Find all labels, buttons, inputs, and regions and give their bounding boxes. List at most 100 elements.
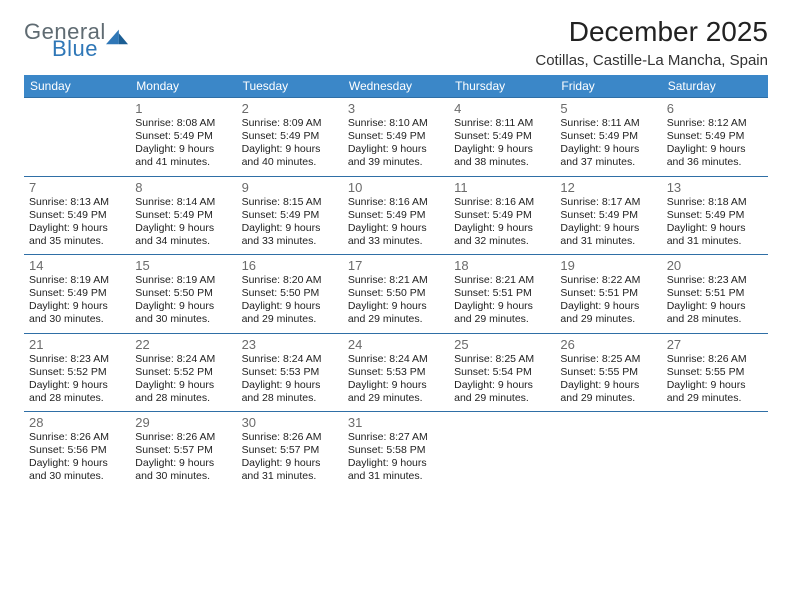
cell-line: Sunrise: 8:12 AM (667, 117, 763, 130)
cell-line: Sunrise: 8:13 AM (29, 196, 125, 209)
cell-line: Sunset: 5:50 PM (348, 287, 444, 300)
day-number: 10 (348, 180, 444, 195)
calendar-cell: 21Sunrise: 8:23 AMSunset: 5:52 PMDayligh… (24, 333, 130, 412)
calendar-page: General Blue December 2025 Cotillas, Cas… (0, 0, 792, 506)
day-number: 15 (135, 258, 231, 273)
cell-line: Sunset: 5:51 PM (454, 287, 550, 300)
calendar-cell: 14Sunrise: 8:19 AMSunset: 5:49 PMDayligh… (24, 255, 130, 334)
cell-line: Sunrise: 8:25 AM (454, 353, 550, 366)
cell-line: Sunset: 5:49 PM (135, 209, 231, 222)
cell-line: Sunset: 5:51 PM (560, 287, 656, 300)
cell-line: Sunset: 5:57 PM (135, 444, 231, 457)
cell-line: Sunrise: 8:19 AM (29, 274, 125, 287)
brand-line2: Blue (52, 39, 106, 60)
cell-line: and 36 minutes. (667, 156, 763, 169)
cell-line: and 33 minutes. (242, 235, 338, 248)
cell-line: and 30 minutes. (135, 470, 231, 483)
title-block: December 2025 Cotillas, Castille-La Manc… (535, 16, 768, 69)
cell-line: Sunrise: 8:20 AM (242, 274, 338, 287)
calendar-cell: 27Sunrise: 8:26 AMSunset: 5:55 PMDayligh… (662, 333, 768, 412)
cell-line: Sunrise: 8:09 AM (242, 117, 338, 130)
calendar-cell-empty (449, 412, 555, 490)
calendar-cell: 20Sunrise: 8:23 AMSunset: 5:51 PMDayligh… (662, 255, 768, 334)
cell-line: Sunset: 5:51 PM (667, 287, 763, 300)
calendar-row: 7Sunrise: 8:13 AMSunset: 5:49 PMDaylight… (24, 176, 768, 255)
cell-line: Daylight: 9 hours (667, 222, 763, 235)
table-head: SundayMondayTuesdayWednesdayThursdayFrid… (24, 75, 768, 98)
cell-line: Sunset: 5:56 PM (29, 444, 125, 457)
cell-line: Sunset: 5:49 PM (135, 130, 231, 143)
day-number: 25 (454, 337, 550, 352)
day-number: 27 (667, 337, 763, 352)
cell-line: Sunrise: 8:22 AM (560, 274, 656, 287)
cell-line: and 30 minutes. (135, 313, 231, 326)
calendar-cell: 31Sunrise: 8:27 AMSunset: 5:58 PMDayligh… (343, 412, 449, 490)
cell-line: Sunset: 5:49 PM (242, 209, 338, 222)
cell-line: Sunrise: 8:23 AM (667, 274, 763, 287)
cell-line: Daylight: 9 hours (29, 300, 125, 313)
logo-triangle-icon (106, 27, 128, 45)
cell-line: Sunrise: 8:26 AM (29, 431, 125, 444)
calendar-row: 14Sunrise: 8:19 AMSunset: 5:49 PMDayligh… (24, 255, 768, 334)
calendar-cell: 7Sunrise: 8:13 AMSunset: 5:49 PMDaylight… (24, 176, 130, 255)
calendar-row: 21Sunrise: 8:23 AMSunset: 5:52 PMDayligh… (24, 333, 768, 412)
cell-line: Sunrise: 8:08 AM (135, 117, 231, 130)
cell-line: Daylight: 9 hours (29, 379, 125, 392)
cell-line: and 38 minutes. (454, 156, 550, 169)
cell-line: and 29 minutes. (242, 313, 338, 326)
cell-line: Daylight: 9 hours (560, 300, 656, 313)
cell-line: Sunrise: 8:21 AM (348, 274, 444, 287)
cell-line: Sunrise: 8:26 AM (135, 431, 231, 444)
day-number: 13 (667, 180, 763, 195)
cell-line: Sunrise: 8:14 AM (135, 196, 231, 209)
cell-line: Sunrise: 8:24 AM (348, 353, 444, 366)
cell-line: Sunrise: 8:26 AM (242, 431, 338, 444)
calendar-cell: 17Sunrise: 8:21 AMSunset: 5:50 PMDayligh… (343, 255, 449, 334)
cell-line: and 28 minutes. (667, 313, 763, 326)
cell-line: Daylight: 9 hours (242, 143, 338, 156)
day-header: Friday (555, 75, 661, 98)
cell-line: and 28 minutes. (135, 392, 231, 405)
calendar-cell: 13Sunrise: 8:18 AMSunset: 5:49 PMDayligh… (662, 176, 768, 255)
day-number: 14 (29, 258, 125, 273)
cell-line: and 35 minutes. (29, 235, 125, 248)
cell-line: Sunset: 5:49 PM (667, 209, 763, 222)
cell-line: Sunset: 5:53 PM (348, 366, 444, 379)
day-header-row: SundayMondayTuesdayWednesdayThursdayFrid… (24, 75, 768, 98)
calendar-cell: 30Sunrise: 8:26 AMSunset: 5:57 PMDayligh… (237, 412, 343, 490)
cell-line: and 37 minutes. (560, 156, 656, 169)
day-number: 31 (348, 415, 444, 430)
day-number: 26 (560, 337, 656, 352)
cell-line: Daylight: 9 hours (348, 300, 444, 313)
cell-line: Daylight: 9 hours (667, 379, 763, 392)
cell-line: and 29 minutes. (560, 392, 656, 405)
cell-line: Sunrise: 8:24 AM (135, 353, 231, 366)
cell-line: Sunset: 5:49 PM (454, 209, 550, 222)
day-number: 4 (454, 101, 550, 116)
cell-line: and 31 minutes. (560, 235, 656, 248)
cell-line: Daylight: 9 hours (242, 300, 338, 313)
location-text: Cotillas, Castille-La Mancha, Spain (535, 52, 768, 69)
calendar-cell: 26Sunrise: 8:25 AMSunset: 5:55 PMDayligh… (555, 333, 661, 412)
day-number: 8 (135, 180, 231, 195)
cell-line: Daylight: 9 hours (667, 143, 763, 156)
calendar-cell: 19Sunrise: 8:22 AMSunset: 5:51 PMDayligh… (555, 255, 661, 334)
day-number: 24 (348, 337, 444, 352)
cell-line: and 40 minutes. (242, 156, 338, 169)
day-header: Thursday (449, 75, 555, 98)
cell-line: Sunrise: 8:19 AM (135, 274, 231, 287)
calendar-cell: 12Sunrise: 8:17 AMSunset: 5:49 PMDayligh… (555, 176, 661, 255)
calendar-cell: 8Sunrise: 8:14 AMSunset: 5:49 PMDaylight… (130, 176, 236, 255)
cell-line: Daylight: 9 hours (667, 300, 763, 313)
cell-line: Daylight: 9 hours (560, 143, 656, 156)
calendar-cell: 3Sunrise: 8:10 AMSunset: 5:49 PMDaylight… (343, 98, 449, 177)
day-number: 11 (454, 180, 550, 195)
calendar-cell: 16Sunrise: 8:20 AMSunset: 5:50 PMDayligh… (237, 255, 343, 334)
day-number: 2 (242, 101, 338, 116)
cell-line: and 29 minutes. (348, 313, 444, 326)
calendar-cell: 5Sunrise: 8:11 AMSunset: 5:49 PMDaylight… (555, 98, 661, 177)
cell-line: Daylight: 9 hours (135, 379, 231, 392)
brand-logo: General Blue (24, 22, 128, 60)
cell-line: Sunset: 5:49 PM (29, 209, 125, 222)
calendar-cell: 18Sunrise: 8:21 AMSunset: 5:51 PMDayligh… (449, 255, 555, 334)
